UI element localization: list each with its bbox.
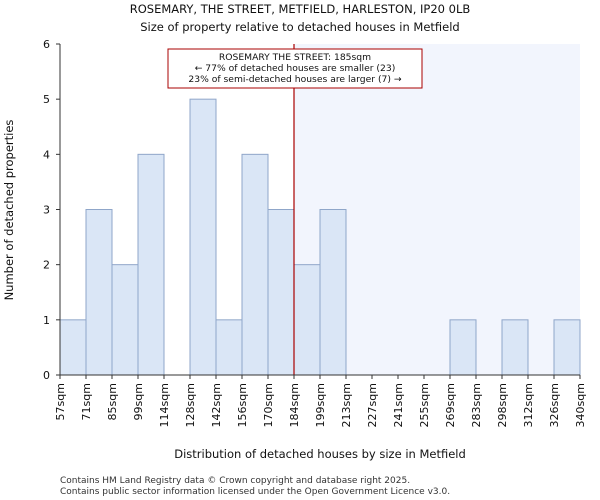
x-tick-label-71sqm: 71sqm	[80, 383, 93, 420]
x-tick-label-142sqm: 142sqm	[210, 383, 223, 427]
bar-326sqm	[553, 319, 581, 376]
x-tick-label-114sqm: 114sqm	[158, 383, 171, 427]
y-tick-label-1: 1	[43, 314, 50, 327]
y-axis-label: Number of detached properties	[2, 120, 16, 301]
chart-title: ROSEMARY, THE STREET, METFIELD, HARLESTO…	[130, 2, 471, 16]
y-tick-label-0: 0	[43, 369, 50, 382]
bar-99sqm	[137, 153, 165, 376]
x-tick-label-170sqm: 170sqm	[262, 383, 275, 427]
x-tick-label-184sqm: 184sqm	[288, 383, 301, 427]
bar-71sqm	[85, 209, 113, 376]
x-tick-label-128sqm: 128sqm	[184, 383, 197, 427]
y-tick-label-6: 6	[43, 38, 50, 51]
x-tick-label-312sqm: 312sqm	[522, 383, 535, 427]
annotation-line-2: ← 77% of detached houses are smaller (23…	[195, 63, 396, 74]
bar-184sqm	[293, 264, 321, 376]
annotation-box-frame	[167, 48, 423, 89]
annotation-line-3: 23% of semi-detached houses are larger (…	[188, 74, 401, 85]
y-tick-label-4: 4	[43, 148, 50, 161]
x-axis-label: Distribution of detached houses by size …	[174, 447, 466, 461]
bar-57sqm	[59, 319, 87, 376]
footer-line-1: Contains HM Land Registry data © Crown c…	[60, 476, 410, 486]
bar-85sqm	[111, 264, 139, 376]
y-tick-label-3: 3	[43, 204, 50, 217]
bar-199sqm	[319, 209, 347, 376]
x-tick-label-57sqm: 57sqm	[54, 383, 67, 420]
x-tick-label-298sqm: 298sqm	[496, 383, 509, 427]
bar-170sqm	[267, 209, 295, 376]
x-tick-label-269sqm: 269sqm	[444, 383, 457, 427]
x-tick-label-283sqm: 283sqm	[470, 383, 483, 427]
bar-156sqm	[241, 153, 269, 376]
x-tick-label-227sqm: 227sqm	[366, 383, 379, 427]
x-tick-label-241sqm: 241sqm	[392, 383, 405, 427]
x-tick-label-255sqm: 255sqm	[418, 383, 431, 427]
x-tick-label-340sqm: 340sqm	[574, 383, 587, 427]
x-tick-label-85sqm: 85sqm	[106, 383, 119, 420]
x-tick-label-199sqm: 199sqm	[314, 383, 327, 427]
bar-269sqm	[449, 319, 477, 376]
x-tick-label-213sqm: 213sqm	[340, 383, 353, 427]
footer-line-2: Contains public sector information licen…	[60, 487, 450, 497]
x-tick-label-326sqm: 326sqm	[548, 383, 561, 427]
x-tick-label-156sqm: 156sqm	[236, 383, 249, 427]
bar-128sqm	[189, 98, 217, 376]
bar-298sqm	[501, 319, 529, 376]
x-tick-label-99sqm: 99sqm	[132, 383, 145, 420]
chart-subtitle: Size of property relative to detached ho…	[140, 20, 459, 34]
annotation-box: ROSEMARY THE STREET: 185sqm ← 77% of det…	[167, 48, 423, 89]
annotation-line-1: ROSEMARY THE STREET: 185sqm	[219, 52, 371, 63]
y-tick-label-5: 5	[43, 93, 50, 106]
y-tick-label-2: 2	[43, 259, 50, 272]
bar-142sqm	[215, 319, 243, 376]
